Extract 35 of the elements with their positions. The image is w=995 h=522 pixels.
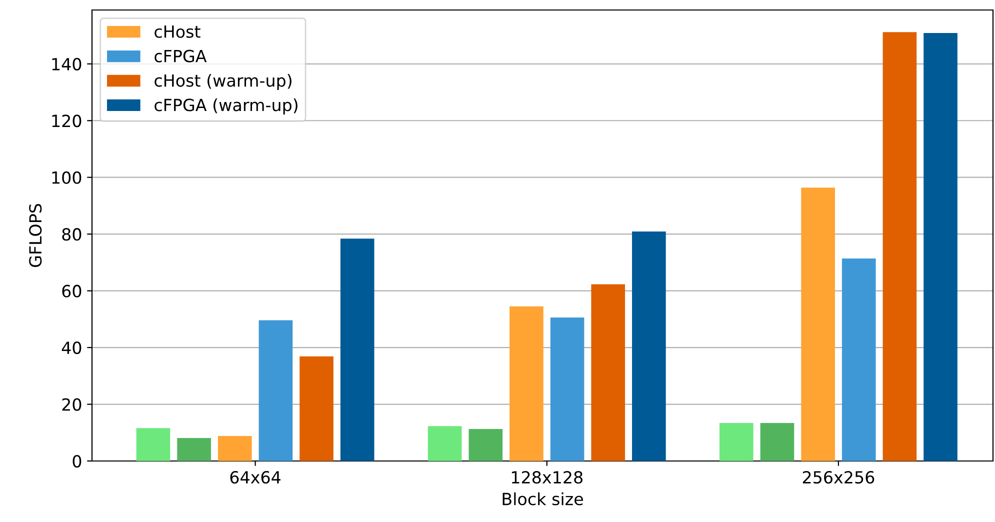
bar [924,32,958,461]
bar [468,428,503,461]
x-tick-label: 128x128 [512,471,582,484]
legend-label: cHost (warm-up) [154,74,292,90]
y-tick-label: 120 [52,114,82,128]
y-tick-label: 60 [62,284,82,298]
bar [218,436,252,461]
bar [842,258,876,461]
bar [177,438,211,461]
x-tick-label: 256x256 [802,471,874,484]
bar [136,428,170,461]
bar [591,284,626,461]
y-tick-label: 80 [62,228,82,241]
y-tick-label: 140 [52,58,82,70]
y-tick-label: 20 [62,398,82,411]
bar [258,320,293,461]
bar [719,422,754,461]
x-axis-title: Block size [502,492,583,506]
legend-label: cHost [154,26,200,38]
y-tick-label: 40 [62,342,82,354]
bar [882,32,917,461]
bar [340,238,374,461]
y-axis-title: GFLOPS [29,204,42,268]
x-tick-label: 64x64 [230,471,280,484]
legend-label: cFPGA [154,50,207,62]
bar [550,317,584,461]
bar [632,232,666,461]
bar [801,188,835,461]
bar [510,306,544,461]
legend-label: cFPGA (warm-up) [154,98,298,115]
y-tick-label: 0 [72,454,82,468]
bar [760,422,794,461]
bar [428,426,462,461]
y-tick-label: 100 [52,171,82,184]
bar [300,356,334,461]
